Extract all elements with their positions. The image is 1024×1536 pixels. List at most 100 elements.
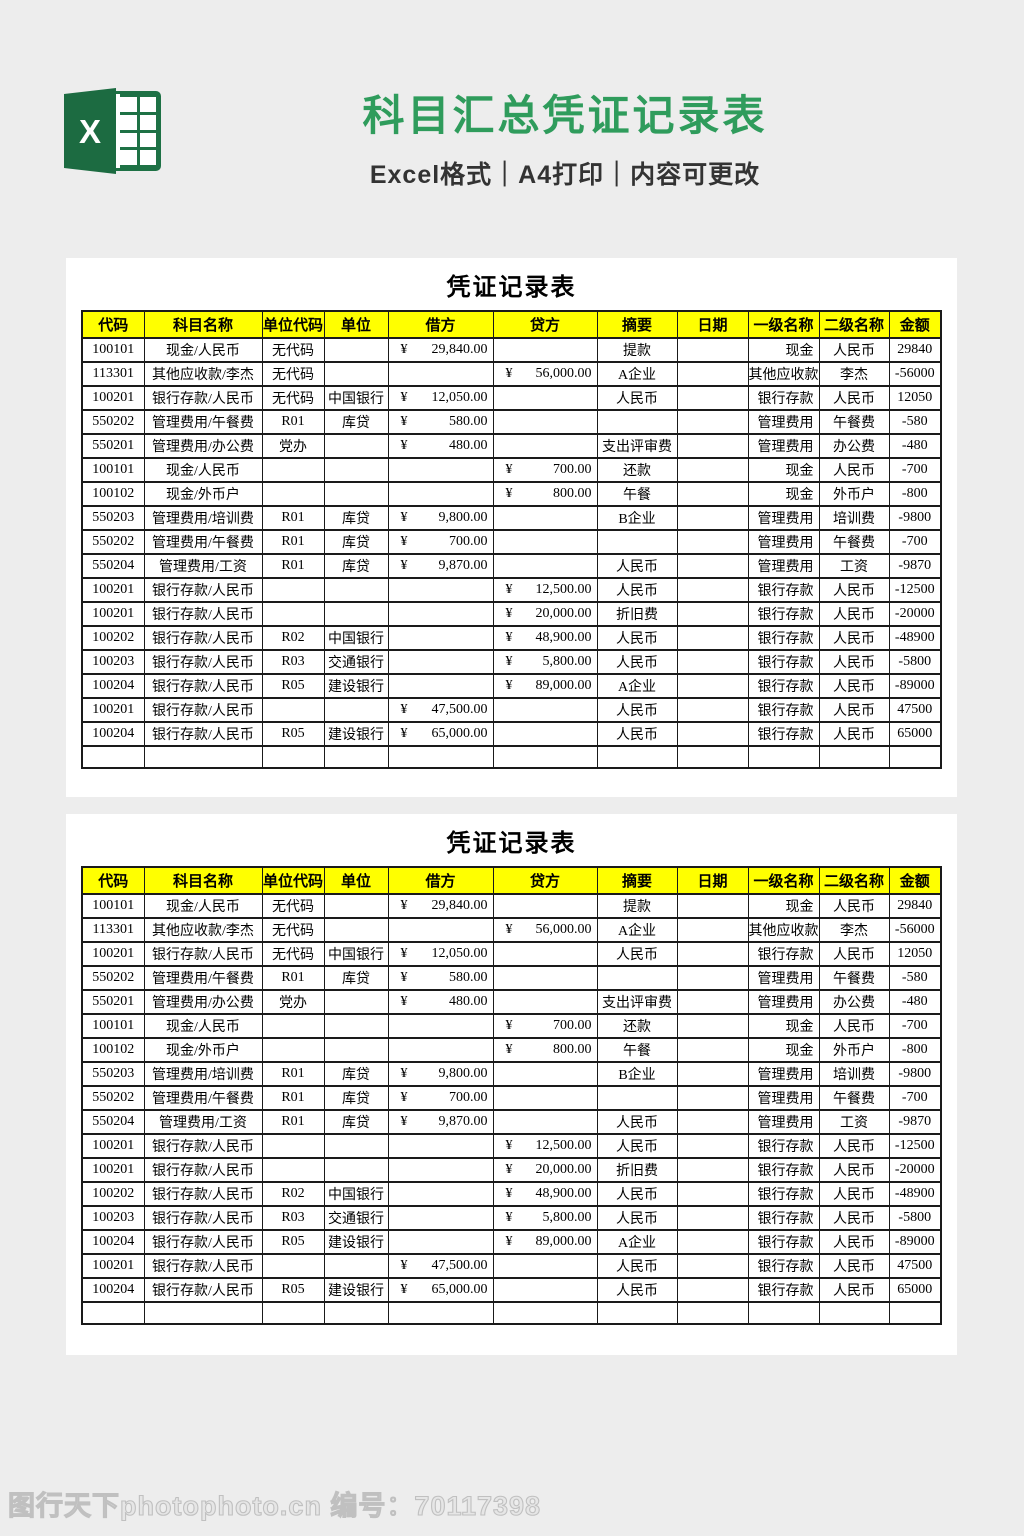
cell-date <box>676 941 749 967</box>
cell-subject-name: 银行存款/人民币 <box>143 577 263 603</box>
cell-level1-name: 银行存款 <box>747 697 820 723</box>
cell-unit-code: R05 <box>261 1277 325 1303</box>
cell-level2-name: 午餐费 <box>818 529 890 555</box>
cell-code: 550204 <box>81 1109 145 1135</box>
cell-code: 113301 <box>81 917 145 943</box>
cell-summary: 折旧费 <box>596 1157 678 1183</box>
cell-debit: ¥29,840.00 <box>387 337 494 363</box>
excel-grid-cell <box>120 132 137 148</box>
cell-level2-name: 李杰 <box>818 917 890 943</box>
table-row: 550203 管理费用/培训费 R01 库贷 ¥9,800.00 B企业 管理费… <box>81 505 942 531</box>
col-header-debit: 借方 <box>387 310 494 339</box>
cell-amount: -48900 <box>888 1181 942 1207</box>
cell-unit <box>323 1253 389 1279</box>
cell-level1-name: 银行存款 <box>747 1229 820 1255</box>
cell-debit <box>387 457 494 483</box>
cell-summary: 还款 <box>596 457 678 483</box>
cell-summary: 人民币 <box>596 1181 678 1207</box>
cell-debit: ¥700.00 <box>387 529 494 555</box>
cell-date <box>676 1109 749 1135</box>
cell-date <box>676 337 749 363</box>
cell-level2-name: 人民币 <box>818 337 890 363</box>
cell-empty <box>323 745 389 769</box>
col-header-level2-name: 二级名称 <box>818 866 890 895</box>
cell-debit: ¥9,800.00 <box>387 1061 494 1087</box>
cell-subject-name: 银行存款/人民币 <box>143 1133 263 1159</box>
cell-level2-name: 外币户 <box>818 1037 890 1063</box>
cell-unit-code: R05 <box>261 673 325 699</box>
cell-amount: -9800 <box>888 1061 942 1087</box>
cell-summary: 人民币 <box>596 1133 678 1159</box>
cell-level1-name: 其他应收款 <box>747 917 820 943</box>
table-row: 100102 现金/外币户 ¥800.00 午餐 现金 外币户 -800 <box>81 481 942 507</box>
cell-empty <box>143 1301 263 1325</box>
cell-amount: -20000 <box>888 601 942 627</box>
cell-unit-code: R05 <box>261 721 325 747</box>
table-row: 550202 管理费用/午餐费 R01 库贷 ¥700.00 管理费用 午餐费 … <box>81 1085 942 1111</box>
cell-credit <box>492 433 598 459</box>
table-row: 100201 银行存款/人民币 无代码 中国银行 ¥12,050.00 人民币 … <box>81 941 942 967</box>
cell-level2-name: 工资 <box>818 1109 890 1135</box>
table-row: 100202 银行存款/人民币 R02 中国银行 ¥48,900.00 人民币 … <box>81 1181 942 1207</box>
cell-unit-code: R01 <box>261 1061 325 1087</box>
cell-debit <box>387 481 494 507</box>
cell-amount: 29840 <box>888 893 942 919</box>
cell-debit: ¥700.00 <box>387 1085 494 1111</box>
page-subtitle: Excel格式｜A4打印｜内容可更改 <box>369 161 761 190</box>
cell-empty <box>747 1301 820 1325</box>
cell-subject-name: 银行存款/人民币 <box>143 649 263 675</box>
cell-subject-name: 银行存款/人民币 <box>143 1157 263 1183</box>
table-row: 550204 管理费用/工资 R01 库贷 ¥9,870.00 人民币 管理费用… <box>81 1109 942 1135</box>
cell-debit <box>387 917 494 943</box>
cell-code: 100202 <box>81 1181 145 1207</box>
col-header-code: 代码 <box>81 310 145 339</box>
excel-grid-cell <box>139 114 156 130</box>
cell-credit: ¥89,000.00 <box>492 673 598 699</box>
cell-code: 100203 <box>81 1205 145 1231</box>
cell-code: 550202 <box>81 965 145 991</box>
cell-unit-code: 无代码 <box>261 361 325 387</box>
col-header-summary: 摘要 <box>596 866 678 895</box>
cell-code: 100102 <box>81 1037 145 1063</box>
cell-code: 100201 <box>81 1133 145 1159</box>
cell-subject-name: 管理费用/培训费 <box>143 505 263 531</box>
cell-level2-name: 人民币 <box>818 649 890 675</box>
cell-summary: 午餐 <box>596 1037 678 1063</box>
cell-date <box>676 965 749 991</box>
cell-date <box>676 481 749 507</box>
cell-subject-name: 银行存款/人民币 <box>143 1277 263 1303</box>
cell-debit <box>387 361 494 387</box>
cell-level2-name: 工资 <box>818 553 890 579</box>
cell-level2-name: 人民币 <box>818 893 890 919</box>
cell-code: 550202 <box>81 1085 145 1111</box>
cell-amount: -700 <box>888 1013 942 1039</box>
cell-unit: 中国银行 <box>323 1181 389 1207</box>
cell-subject-name: 银行存款/人民币 <box>143 941 263 967</box>
cell-level2-name: 午餐费 <box>818 1085 890 1111</box>
cell-code: 550204 <box>81 553 145 579</box>
cell-amount: -9870 <box>888 553 942 579</box>
cell-amount: -800 <box>888 1037 942 1063</box>
cell-empty <box>676 745 749 769</box>
cell-date <box>676 989 749 1015</box>
cell-debit <box>387 649 494 675</box>
cell-amount: -56000 <box>888 361 942 387</box>
cell-level2-name: 人民币 <box>818 601 890 627</box>
cell-debit <box>387 1133 494 1159</box>
cell-level1-name: 管理费用 <box>747 433 820 459</box>
voucher-table: 代码 科目名称 单位代码 单位 借方 贷方 摘要 日期 一级名称 二级名称 金额… <box>81 310 942 769</box>
table-row: 100204 银行存款/人民币 R05 建设银行 ¥89,000.00 A企业 … <box>81 673 942 699</box>
cell-unit-code: R01 <box>261 1109 325 1135</box>
cell-unit-code <box>261 457 325 483</box>
cell-unit <box>323 1037 389 1063</box>
cell-date <box>676 361 749 387</box>
cell-unit-code: 无代码 <box>261 917 325 943</box>
cell-summary: 支出评审费 <box>596 989 678 1015</box>
col-header-level1-name: 一级名称 <box>747 310 820 339</box>
cell-level1-name: 现金 <box>747 457 820 483</box>
cell-amount: -56000 <box>888 917 942 943</box>
cell-level1-name: 银行存款 <box>747 601 820 627</box>
cell-summary <box>596 1085 678 1111</box>
cell-level1-name: 其他应收款 <box>747 361 820 387</box>
cell-date <box>676 1229 749 1255</box>
